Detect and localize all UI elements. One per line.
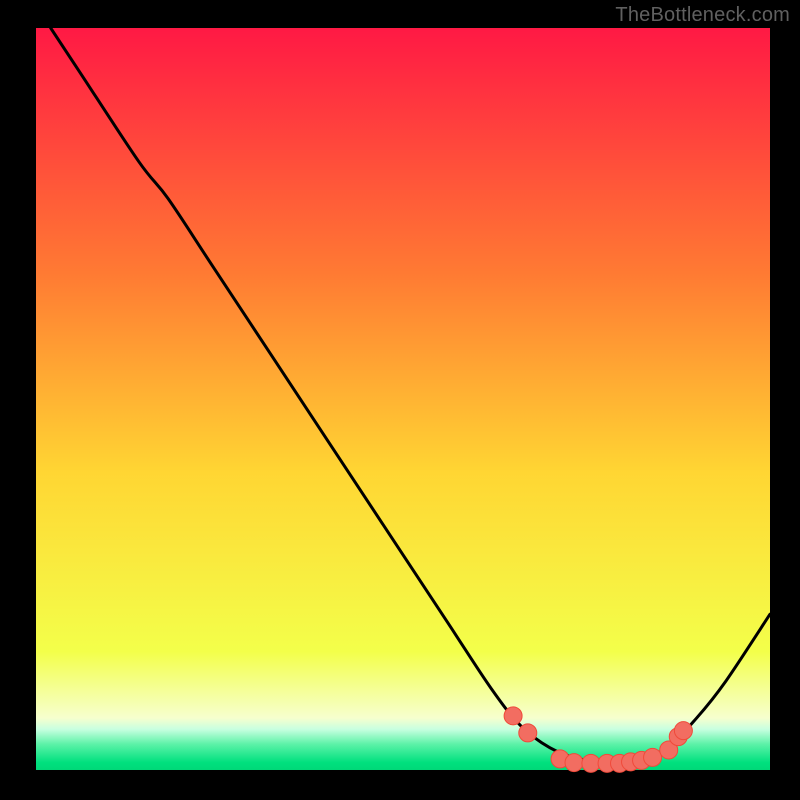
curve-marker	[519, 724, 537, 742]
watermark-label: TheBottleneck.com	[615, 4, 790, 27]
curve-marker	[565, 754, 583, 772]
curve-marker	[582, 754, 600, 772]
curve-marker	[504, 707, 522, 725]
gradient-background	[36, 28, 770, 770]
bottleneck-curve-chart	[0, 0, 800, 800]
curve-marker	[674, 722, 692, 740]
chart-frame: TheBottleneck.com	[0, 0, 800, 800]
curve-marker	[644, 748, 662, 766]
